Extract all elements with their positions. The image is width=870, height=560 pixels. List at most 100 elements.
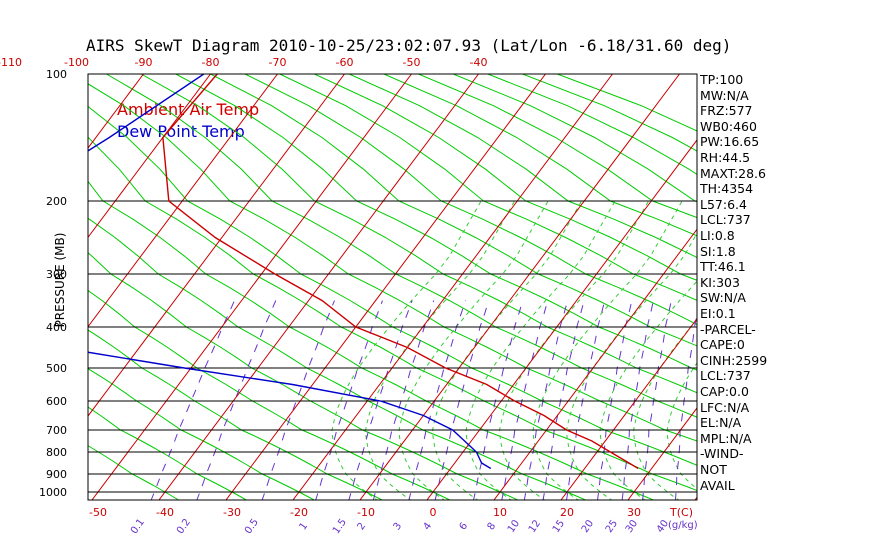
index-item: SW:N/A [700, 290, 746, 306]
dry-adiabat [88, 445, 180, 500]
bottom-temp-tick-label: -40 [156, 506, 174, 519]
mixing-ratio-line [372, 300, 435, 500]
bottom-temp-tick-label: 20 [560, 506, 574, 519]
mixing-ratio-line [523, 300, 569, 500]
dry-adiabat [140, 74, 697, 394]
moist-adiabat [432, 200, 583, 500]
index-item: -PARCEL- [700, 321, 756, 337]
bottom-temp-tick-label: 0 [430, 506, 437, 519]
index-item: CAP:0.0 [700, 384, 749, 399]
dry-adiabat [88, 329, 384, 500]
moist-adiabat [566, 232, 697, 500]
pressure-tick-label: 500 [46, 362, 67, 375]
plot-area [88, 74, 697, 500]
mixing-ratio-line [501, 300, 549, 500]
dry-adiabat [88, 136, 697, 492]
mixing-ratio-tick-label: 0.2 [175, 517, 193, 536]
mixing-ratio-tick-label: 30 [624, 518, 640, 535]
dry-adiabat [453, 74, 697, 203]
index-item: WB0:460 [700, 118, 757, 134]
moist-adiabat [599, 280, 697, 500]
bottom-temp-tick-label: 10 [493, 506, 507, 519]
dry-adiabat [314, 74, 697, 281]
pressure-tick-label: 400 [46, 321, 67, 334]
mixing-ratio-tick-label: 4 [422, 521, 435, 533]
dry-adiabat [487, 74, 697, 176]
chart-title: AIRS SkewT Diagram 2010-10-25/23:02:07.9… [86, 36, 732, 55]
mixing-ratio-tick-label: 10 [506, 518, 522, 535]
moist-adiabat [465, 200, 616, 500]
dry-adiabat [88, 406, 248, 500]
index-item: PW:16.65 [700, 134, 760, 150]
mixing-ratio-tick-label: 8 [486, 521, 499, 533]
bottom-temp-tick-label: 30 [627, 506, 641, 519]
index-item: MAXT:28.6 [700, 165, 766, 181]
isotherm [225, 74, 546, 500]
isotherm [292, 74, 613, 500]
pressure-tick-label: 700 [46, 424, 67, 437]
top-temp-tick-label: -40 [470, 56, 488, 69]
mixing-ratio-line [348, 300, 413, 500]
bottom-temp-tick-label: -30 [223, 506, 241, 519]
mixing-ratio-line [196, 300, 277, 500]
pressure-tick-label: 300 [46, 268, 67, 281]
isotherm [91, 74, 412, 500]
legend-ambient-air-temp: Ambient Air Temp [117, 100, 260, 119]
isotherm [493, 228, 697, 500]
top-temp-tick-label: -80 [202, 56, 220, 69]
top-temp-tick-label: -110 [0, 56, 22, 69]
top-temp-tick-label: -90 [135, 56, 153, 69]
isotherm [88, 74, 211, 239]
dry-adiabat [106, 74, 697, 418]
index-item: LCL:737 [700, 368, 751, 384]
index-item: MPL:N/A [700, 430, 752, 446]
isotherm [426, 139, 697, 500]
air-temp-profile [162, 74, 639, 470]
plot-frame [87, 73, 698, 501]
temp-unit-label: T(C) [669, 506, 693, 519]
dry-adiabat [522, 74, 697, 152]
bottom-temp-tick-label: -20 [290, 506, 308, 519]
pressure-tick-label: 600 [46, 395, 67, 408]
dew-point-profile [88, 74, 492, 470]
dry-adiabat [383, 74, 697, 237]
moist-adiabat [331, 200, 482, 500]
pressure-tick-label: 100 [46, 68, 67, 81]
bottom-temp-tick-label: -50 [89, 506, 107, 519]
mixing-ratio-tick-label: 6 [458, 521, 471, 533]
mixing-ratio-line [473, 300, 524, 500]
isotherm [88, 74, 278, 328]
dry-adiabat [418, 74, 697, 219]
index-item: AVAIL [700, 477, 735, 493]
mixing-ratio-line [434, 300, 490, 500]
isotherm [88, 74, 144, 149]
index-item: RH:44.5 [700, 150, 751, 165]
dry-adiabat [210, 74, 697, 347]
top-temp-tick-label: -70 [269, 56, 287, 69]
dry-adiabat [88, 252, 519, 500]
moist-adiabat [633, 318, 697, 500]
mixing-ratio-tick-label: 2 [356, 521, 369, 533]
index-item: TH:4354 [700, 181, 754, 197]
dry-adiabat [279, 74, 697, 301]
mixing-ratio-line [261, 300, 335, 500]
mixing-ratio-tick-label: 0.1 [129, 517, 147, 536]
moist-adiabat [499, 200, 650, 500]
legend-dew-point-temp: Dew Point Temp [117, 122, 245, 141]
index-item: L57:6.4 [700, 196, 747, 212]
dry-adiabat [348, 74, 697, 259]
index-item: NOT [700, 462, 727, 477]
index-item: LCL:737 [700, 212, 751, 228]
mixing-ratio-unit-label: (g/kg) [668, 520, 698, 531]
mixing-ratio-tick-label: 1.5 [331, 517, 349, 536]
mixing-ratio-tick-label: 1 [298, 521, 311, 533]
index-item: SI:1.8 [700, 243, 736, 259]
pressure-tick-label: 900 [46, 468, 67, 481]
pressure-tick-label: 1000 [39, 486, 67, 499]
top-temp-tick-label: -50 [403, 56, 421, 69]
index-item: LI:0.8 [700, 228, 735, 243]
dry-adiabat [88, 105, 697, 466]
index-item: EL:N/A [700, 415, 742, 431]
index-item: LFC:N/A [700, 399, 750, 415]
